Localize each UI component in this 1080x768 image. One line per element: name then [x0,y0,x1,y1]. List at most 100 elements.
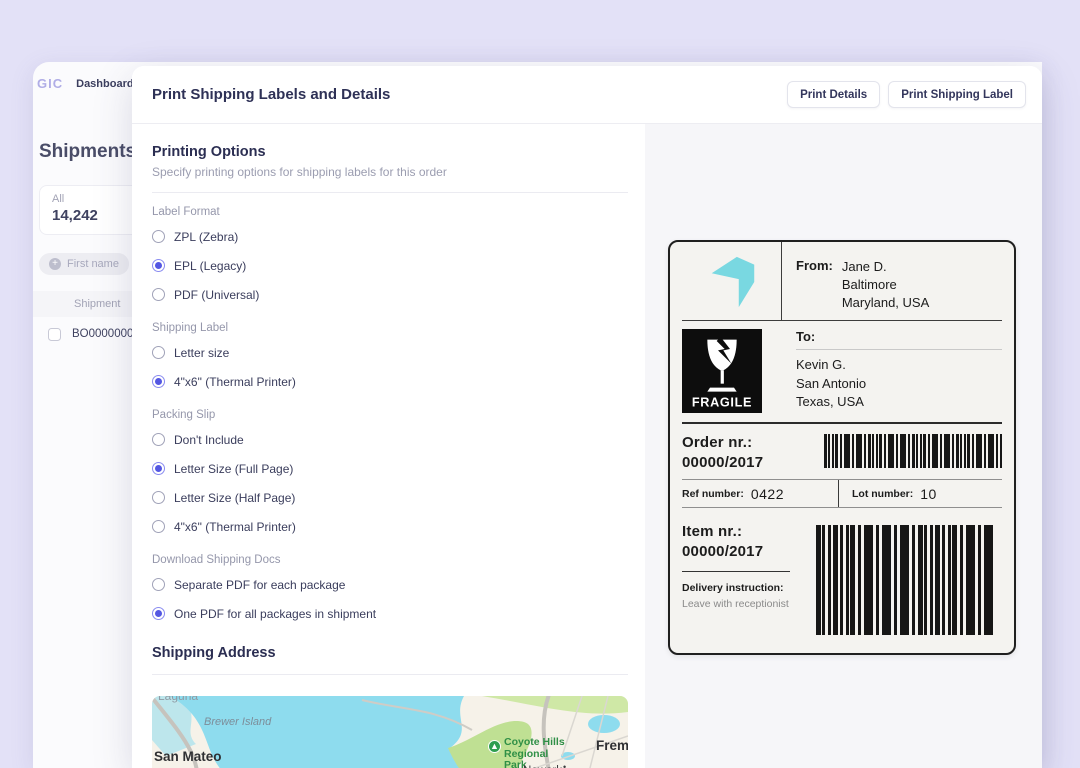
row-checkbox[interactable] [48,327,61,341]
radio-label: Separate PDF for each package [174,577,346,592]
radio-icon [152,578,165,591]
app-logo: GIC [37,76,64,91]
table-row[interactable]: BO0000000 [33,317,1042,351]
order-barcode [824,434,1002,468]
label-from-row: From: Jane D. Baltimore Maryland, USA [682,242,1002,320]
label-order-row: Order nr.: 00000/2017 [682,422,1002,479]
radio-selected-icon [152,375,165,388]
map-label-san-mateo: San Mateo [154,749,222,764]
radio-selected-icon [152,462,165,475]
divider [152,192,628,193]
fragile-cell: FRAGILE [682,329,782,422]
from-address-lines: Jane D. Baltimore Maryland, USA [842,258,929,320]
radio-label: Letter Size (Full Page) [174,461,294,476]
fragile-icon: FRAGILE [682,329,762,413]
label-ref-lot-row: Ref number: 0422 Lot number: 10 [682,479,1002,508]
label-to-row: FRAGILE To: Kevin G. San Antonio Texas, … [682,320,1002,422]
map-label-text: Brewer Island [204,716,272,728]
radio-icon [152,520,165,533]
carrier-logo-cell [682,242,782,320]
to-city: San Antonio [796,375,867,391]
print-shipping-modal: Print Shipping Labels and Details Print … [132,66,1042,768]
modal-header: Print Shipping Labels and Details Print … [132,66,1042,124]
to-address-block: To: Kevin G. San Antonio Texas, USA [782,329,1002,422]
page-title: Shipments [39,141,137,162]
map-label-laguna: Laguna [158,696,199,703]
lot-number-block: Lot number: 10 [839,486,937,502]
map-label-brewer-island: Brewer Island [204,716,271,728]
radio-option-letter-half-page[interactable]: Letter Size (Half Page) [152,483,628,512]
filter-chip-first-name[interactable]: + First name [39,253,129,275]
printing-options-pane: Printing Options Specify printing option… [132,124,645,768]
delivery-instruction-value: Leave with receptionist [682,598,789,610]
radio-icon [152,230,165,243]
radio-label: 4"x6" (Thermal Printer) [174,519,296,534]
park-marker-icon: ▲ [488,740,501,753]
radio-option-zpl-zebra[interactable]: ZPL (Zebra) [152,222,628,251]
divider [682,571,790,572]
item-barcode [816,525,994,635]
radio-option-letter-size[interactable]: Letter size [152,338,628,367]
order-number-block: Order nr.: 00000/2017 [682,433,763,479]
teal-arrow-logo-icon [711,256,754,308]
column-header-label: Shipment [74,298,121,310]
radio-option-packing-4x6-thermal[interactable]: 4"x6" (Thermal Printer) [152,512,628,541]
top-nav: GIC Dashboard [33,62,1042,91]
from-address-block: From: Jane D. Baltimore Maryland, USA [782,242,929,320]
radio-label: PDF (Universal) [174,287,260,302]
ref-value: 0422 [750,485,784,502]
radio-option-epl-legacy[interactable]: EPL (Legacy) [152,251,628,280]
radio-label: Letter size [174,345,230,360]
radio-icon [152,491,165,504]
radio-option-4x6-thermal[interactable]: 4"x6" (Thermal Printer) [152,367,628,396]
print-details-button[interactable]: Print Details [787,81,881,108]
radio-option-dont-include[interactable]: Don't Include [152,425,628,454]
printing-options-heading: Printing Options [152,144,266,160]
stat-value: 14,242 [52,207,98,224]
map-label-coyote-hills: Coyote Hills Regional Park [504,736,565,768]
group-label-label-format: Label Format [152,206,220,218]
from-name: Jane D. [841,259,887,274]
item-label: Item nr.: [682,523,743,540]
radio-label: One PDF for all packages in shipment [174,606,377,621]
lot-label: Lot number: [852,487,914,500]
to-address-lines: Kevin G. San Antonio Texas, USA [796,356,1002,412]
radio-option-letter-full-page[interactable]: Letter Size (Full Page) [152,454,628,483]
modal-title: Print Shipping Labels and Details [152,86,391,103]
map-label-fremont: Frem [596,738,628,753]
radio-label: 4"x6" (Thermal Printer) [174,374,296,389]
radio-icon [152,288,165,301]
shipping-address-map[interactable]: Laguna Brewer Island San Mateo ywood Par… [152,696,628,768]
group-label-shipping-label: Shipping Label [152,322,229,334]
to-label: To: [796,329,1002,350]
from-city: Baltimore [841,277,897,292]
radio-selected-icon [152,259,165,272]
radio-option-pdf-universal[interactable]: PDF (Universal) [152,280,628,309]
fragile-text: FRAGILE [692,395,752,409]
order-value: 00000/2017 [682,454,764,471]
nav-item-dashboard[interactable]: Dashboard [76,77,134,90]
item-value: 00000/2017 [682,543,764,560]
print-shipping-label-button[interactable]: Print Shipping Label [888,81,1026,108]
divider [152,674,628,675]
printing-options-subheading: Specify printing options for shipping la… [152,165,447,179]
item-number-block: Item nr.: 00000/2017 Delivery instructio… [682,522,816,635]
modal-actions: Print Details Print Shipping Label [787,81,1026,108]
radio-label: Letter Size (Half Page) [174,490,296,505]
to-state: Texas, USA [796,394,864,409]
from-label: From: [796,258,833,273]
group-label-packing-slip: Packing Slip [152,409,216,421]
delivery-instruction-label: Delivery instruction: [682,582,784,594]
ref-label: Ref number: [682,487,744,500]
map-label-newark: Newark [523,765,566,768]
stat-label: All [52,193,65,205]
shipping-address-heading: Shipping Address [152,645,276,661]
radio-label: ZPL (Zebra) [174,229,239,244]
radio-option-one-pdf[interactable]: One PDF for all packages in shipment [152,599,628,628]
radio-icon [152,433,165,446]
radio-icon [152,346,165,359]
shipment-id: BO0000000 [72,328,134,340]
radio-label: EPL (Legacy) [174,258,247,273]
radio-option-separate-pdf[interactable]: Separate PDF for each package [152,570,628,599]
label-item-row: Item nr.: 00000/2017 Delivery instructio… [682,508,1002,635]
